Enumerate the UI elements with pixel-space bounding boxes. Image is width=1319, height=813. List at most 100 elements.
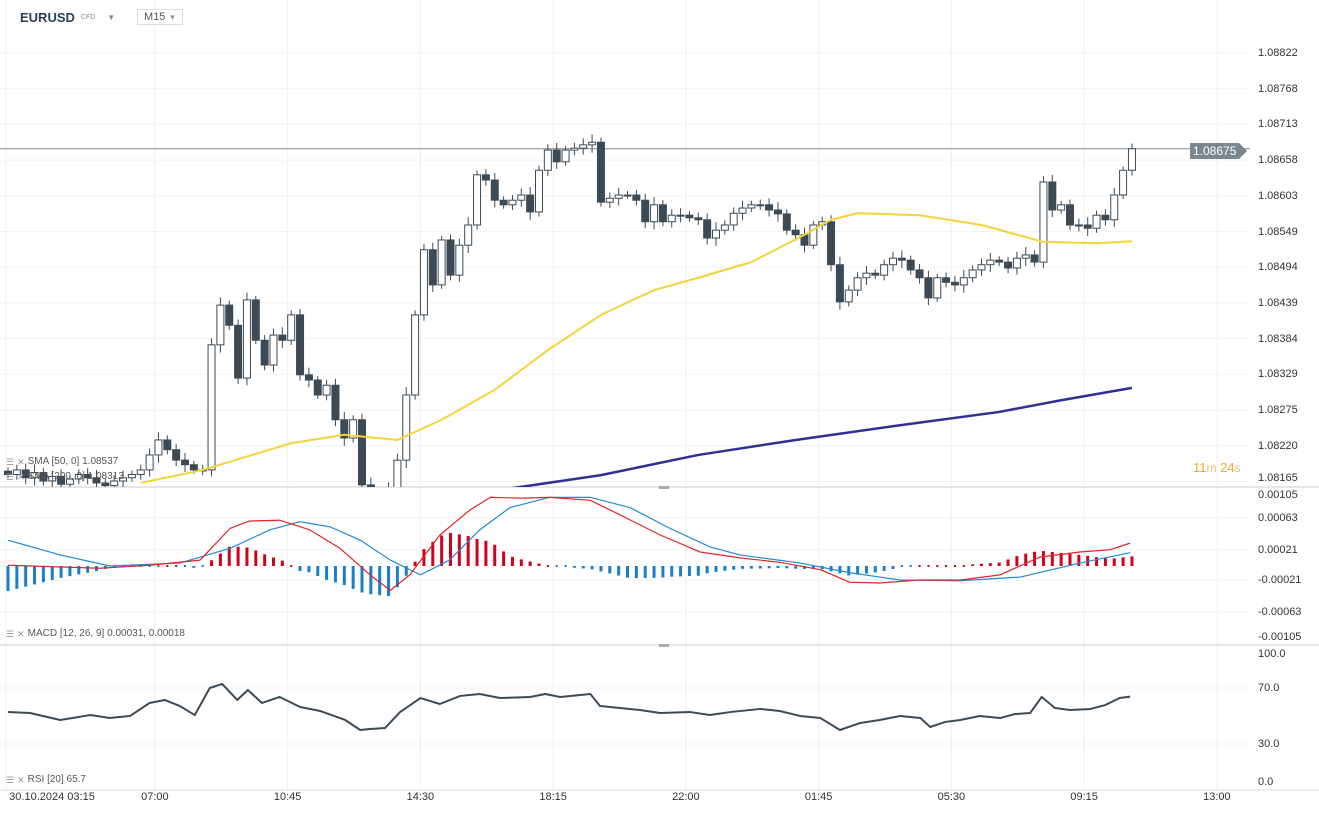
candle [1057, 204, 1066, 211]
pane-resize-handle [659, 644, 669, 647]
candle [65, 478, 74, 485]
sma50-label: SMA [50, 0] 1.08537 [27, 456, 119, 467]
symbol-selector[interactable]: EURUSD CFD ▼ [20, 10, 115, 25]
macd-hist-bar [1103, 558, 1107, 566]
macd-hist-bar [263, 554, 267, 566]
candle [385, 488, 392, 495]
macd-hist-bar [201, 565, 204, 567]
candle [366, 484, 375, 487]
macd-hist-bar [440, 535, 444, 566]
macd-tick: 0.00105 [1258, 489, 1298, 501]
macd-tick: -0.00105 [1258, 631, 1302, 643]
macd-hist-bar [749, 566, 753, 569]
candle [287, 314, 296, 341]
candle [694, 217, 703, 221]
macd-hist-bar [572, 566, 576, 568]
candle [437, 239, 446, 286]
candle [490, 179, 499, 201]
candle [1030, 254, 1039, 263]
settings-icon[interactable]: ☰ [6, 629, 15, 639]
candle [517, 194, 526, 201]
macd-hist-bar [909, 565, 912, 567]
macd-hist-bar [882, 566, 886, 571]
candle [844, 289, 853, 303]
price-tick: 1.08713 [1258, 118, 1298, 131]
macd-hist-bar [936, 565, 939, 567]
candle [21, 469, 30, 479]
chevron-down-icon[interactable]: ▼ [107, 13, 116, 22]
macd-hist-bar [148, 565, 151, 567]
macd-hist-bar [758, 566, 762, 569]
time-tick: 01:45 [804, 791, 833, 803]
candle [251, 299, 260, 341]
macd-hist-bar [519, 559, 523, 566]
macd-hist-bar [1077, 554, 1081, 566]
macd-hist-bar [466, 535, 470, 566]
macd-hist-bar [679, 566, 683, 577]
candle [376, 491, 383, 494]
candle [1048, 181, 1057, 211]
candle [269, 334, 278, 366]
candle [552, 149, 561, 163]
settings-icon[interactable]: ☰ [6, 775, 15, 785]
candle [57, 475, 66, 485]
candle [455, 244, 464, 276]
candle [977, 264, 986, 271]
candle [473, 174, 482, 226]
macd-hist-bar [900, 565, 903, 567]
candle [234, 324, 243, 379]
candle [632, 194, 641, 201]
macd-hist-bar [227, 546, 231, 566]
macd-hist-bar [856, 566, 860, 575]
candle [48, 475, 57, 482]
candle [12, 469, 21, 475]
macd-hist-bar [24, 566, 28, 587]
macd-hist-bar [803, 566, 806, 569]
candle [650, 204, 659, 223]
candle [278, 334, 287, 341]
instrument-type: CFD [80, 14, 96, 21]
candle [782, 213, 791, 231]
close-icon[interactable]: ✕ [17, 457, 25, 467]
macd-hist-bar [537, 563, 541, 566]
candle [720, 224, 729, 231]
candle [968, 269, 977, 279]
close-icon[interactable]: ✕ [17, 629, 25, 639]
candle [1066, 204, 1074, 226]
timeframe-selector[interactable]: M15 ▼ [137, 9, 184, 25]
candle [225, 304, 234, 326]
macd-hist-bar [77, 566, 81, 575]
settings-icon[interactable]: ☰ [6, 472, 15, 482]
settings-icon[interactable]: ☰ [6, 457, 15, 467]
candle [207, 344, 216, 471]
candle [304, 374, 313, 381]
candle [349, 419, 358, 439]
candle [411, 314, 420, 396]
candle [747, 204, 756, 209]
candle [959, 277, 968, 286]
candle [508, 199, 517, 206]
sma200-label: SMA [200, 0] 1.08313 [27, 471, 124, 482]
macd-hist-bar [918, 565, 921, 567]
candle [915, 269, 924, 279]
candle [871, 272, 880, 276]
macd-hist-bar [847, 566, 851, 576]
time-tick: 07:00 [141, 791, 169, 803]
candle [906, 259, 915, 271]
close-icon[interactable]: ✕ [17, 472, 25, 482]
candle [809, 224, 818, 246]
candle [676, 214, 685, 217]
macd-hist-bar [290, 565, 293, 567]
macd-hist-bar [988, 563, 992, 566]
candle [1119, 169, 1128, 196]
candle [313, 379, 322, 396]
price-tick: 1.08220 [1258, 439, 1298, 452]
close-icon[interactable]: ✕ [17, 775, 25, 785]
macd-tick: 0.00063 [1258, 512, 1298, 524]
candle [535, 169, 543, 213]
macd-tick: -0.00063 [1258, 606, 1302, 618]
candle [862, 272, 871, 279]
macd-hist-bar [1130, 556, 1134, 566]
macd-hist-bar [873, 566, 877, 573]
